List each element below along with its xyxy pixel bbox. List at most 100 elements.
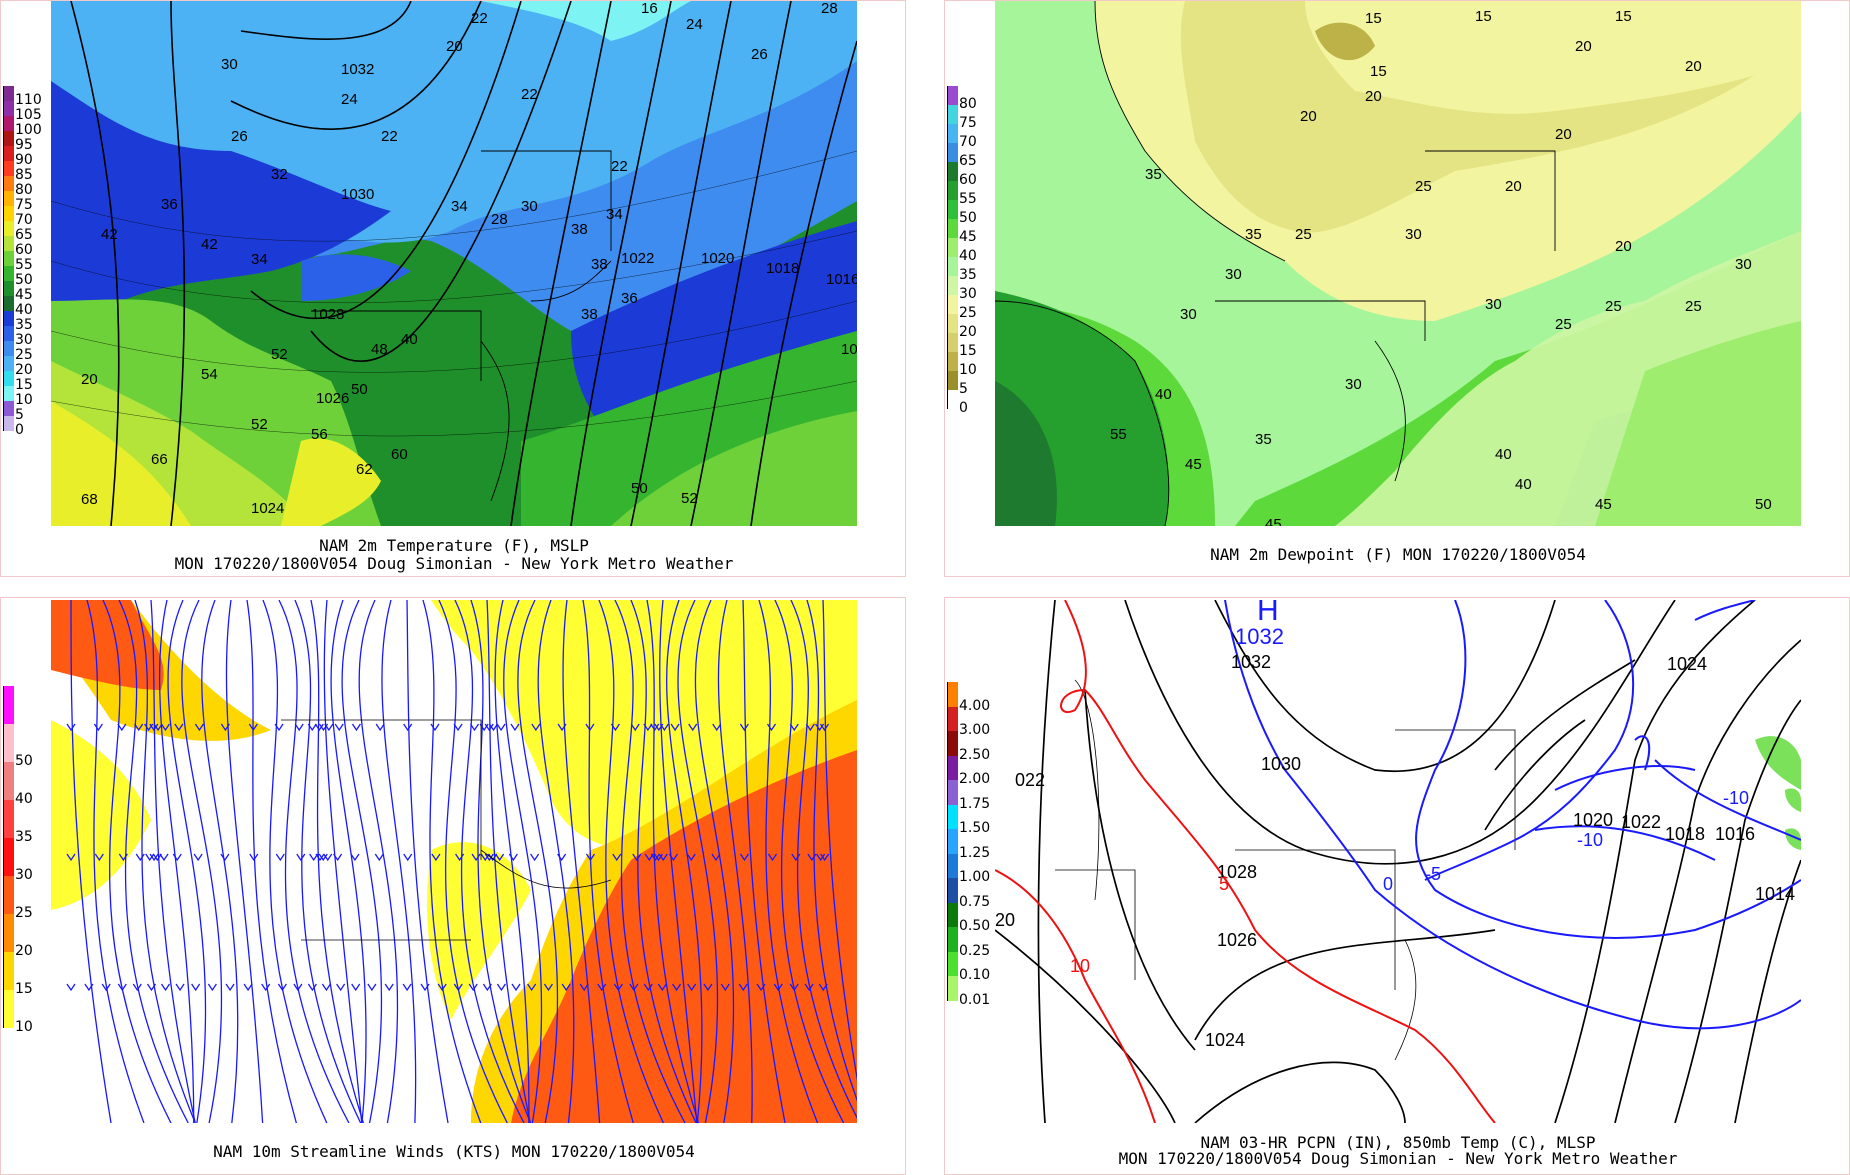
legend-swatch [947,371,958,390]
streamline-arrow [668,853,679,862]
isobar-label: 1022 [1621,812,1661,832]
legend-swatch [3,914,14,952]
legend-entry: 15 [1,952,51,996]
streamline-arrow [766,723,777,732]
legend-swatch [947,804,958,829]
legend-swatch [3,266,14,281]
legend-label: 50 [15,753,33,769]
legend-entry: 1.75 [945,780,995,811]
legend-swatch [3,341,14,356]
streamline [494,600,530,1123]
streamline-arrow [149,723,159,732]
legend-label: 35 [15,317,33,333]
streamline [470,600,532,1123]
legend-entry: 0.01 [945,976,995,1007]
streamline [323,600,363,1123]
streamline-arrow [643,983,653,992]
temperature-contour-label: -10 [1577,830,1603,850]
streamline [790,600,857,1119]
streamline-arrow [585,853,596,862]
legend-label: 100 [15,122,42,138]
legend-label: 70 [15,212,33,228]
legend-entry: 25 [945,295,995,320]
streamline-arrow [384,983,394,992]
legend-swatch [3,990,14,1028]
legend-swatch [947,731,958,756]
high-pressure-letter: H [1257,600,1279,627]
streamline-arrow [791,853,801,862]
streamline-arrow [220,853,230,862]
streamline-arrow [557,853,567,862]
legend-swatch [947,706,958,731]
streamline-arrow [336,983,346,992]
streamline-arrow [767,853,778,862]
legend-entry: 55 [1,251,51,272]
legend-entry: 2.50 [945,731,995,762]
legend-label: 40 [15,302,33,318]
legend-swatch [947,276,958,295]
legend-label: 20 [15,943,33,959]
precip-legend: 4.00 3.00 2.50 2.00 1.75 1.50 1.25 1.00 0.75 0.50… [945,682,995,1007]
streamline-arrow [146,983,157,992]
legend-entry: 80 [945,86,995,111]
legend-entry: 35 [1,800,51,844]
dewpoint-label: 25 [1555,316,1572,333]
streamline-arrow [511,983,521,992]
temperature-panel: 110 105 100 95 90 85 80 75 70 65 60 55 50 45 40 35 30 25 2… [0,0,906,577]
temperature-label: 34 [451,198,468,215]
streamline-arrow [703,983,713,992]
temperature-label: 66 [151,451,168,468]
legend-entry: 0 [945,390,995,415]
legend-label: 30 [15,867,33,883]
streamline [806,600,857,1102]
streamline-arrow [191,983,201,992]
streamline-arrow [243,983,253,992]
dewpoint-label: 30 [1345,376,1362,393]
precip-panel: 4.00 3.00 2.50 2.00 1.75 1.50 1.25 1.00 0.75 0.50… [944,597,1850,1175]
legend-entry [1,686,51,724]
streamline-arrow [375,723,385,732]
streamline [614,600,686,1123]
legend-label: 60 [15,242,33,258]
streamline-arrow [152,853,162,862]
temperature-label: 38 [591,256,608,273]
legend-entry: 1.00 [945,853,995,884]
legend-label: 25 [15,905,33,921]
legend-swatch [947,352,958,371]
legend-label: 0 [959,400,968,416]
isobar-label: 1032 [1231,652,1271,672]
streamline-arrow [484,723,494,732]
legend-entry: 5 [1,401,51,422]
streamline-arrow [496,723,506,732]
streamline-arrow [249,853,259,862]
streamline-arrow [117,983,127,992]
legend-label: 2.00 [959,771,991,787]
streamline [278,600,350,1123]
legend-entry: 20 [1,356,51,377]
streamline-arrow [174,723,184,732]
legend-entry: 85 [1,161,51,182]
streamline-arrow [613,983,623,992]
legend-label: 85 [15,167,33,183]
legend-swatch [947,143,958,162]
legend-swatch [947,181,958,200]
legend-swatch [3,131,14,146]
legend-entry: 30 [1,326,51,347]
streamline-arrow [480,853,490,862]
legend-label: 0.50 [959,918,991,934]
legend-swatch [3,101,14,116]
isobar-label: 1028 [1217,862,1257,882]
legend-entry: 25 [1,876,51,920]
streamline [167,600,207,1123]
streamline-arrow [630,723,640,732]
legend-entry: 50 [1,266,51,287]
legend-entry: 20 [945,314,995,339]
legend-entry: 70 [1,206,51,227]
streamline-arrow [294,723,304,732]
streamline [181,600,223,1123]
streamline [341,600,383,1123]
legend-swatch [3,762,14,800]
streamline-arrow [557,723,567,732]
high-pressure-value: 1032 [1235,624,1284,649]
legend-entry: 15 [945,333,995,358]
